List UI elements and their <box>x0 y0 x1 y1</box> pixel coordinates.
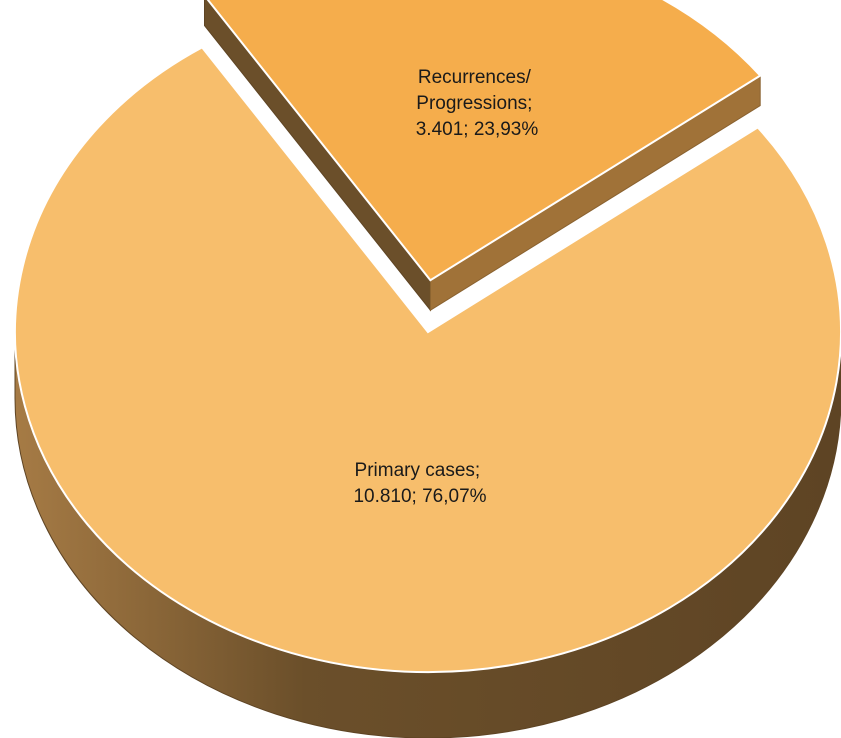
slice-primary-cases <box>14 46 841 738</box>
label-primary-line2: 10.810; 76,07% <box>353 486 486 507</box>
label-recurrences-line1: Recurrences/ <box>418 67 532 88</box>
slice-primary-top <box>14 46 841 674</box>
label-primary-cases: Primary cases; 10.810; 76,07% <box>353 460 486 507</box>
slice-recurrences-progressions <box>204 0 762 312</box>
label-primary-line1: Primary cases; <box>355 460 481 481</box>
label-recurrences: Recurrences/ Progressions; 3.401; 23,93% <box>416 67 539 140</box>
slice-recurrences-top <box>206 0 762 282</box>
label-recurrences-line3: 3.401; 23,93% <box>416 119 539 140</box>
label-recurrences-line2: Progressions; <box>416 93 532 114</box>
